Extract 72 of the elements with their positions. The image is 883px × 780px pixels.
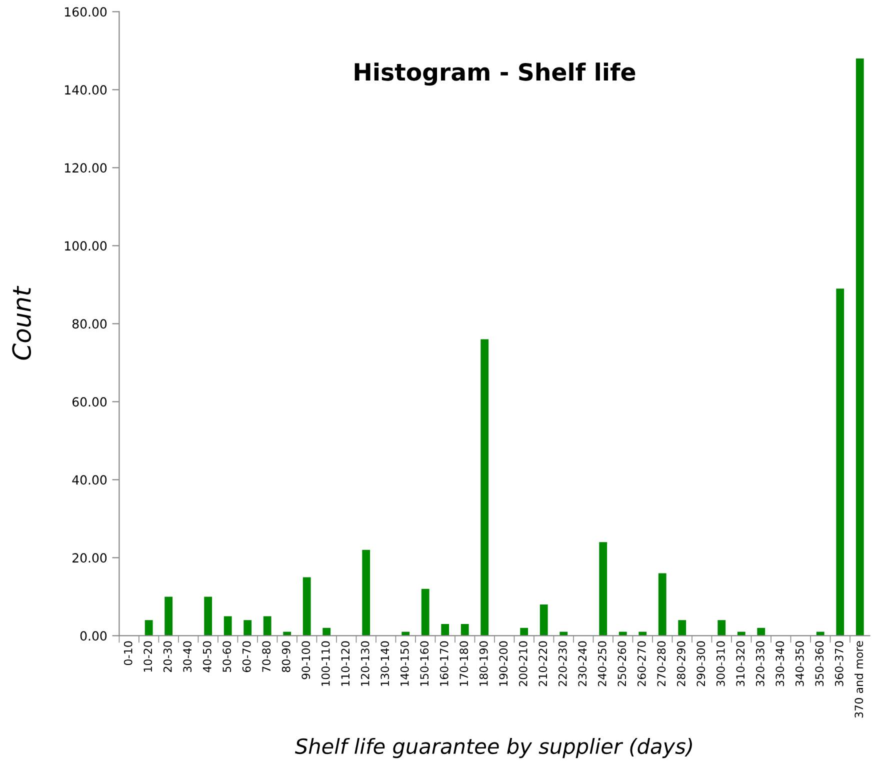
bar xyxy=(441,624,450,636)
bar xyxy=(658,573,666,636)
bar xyxy=(599,542,608,636)
x-tick-label: 310-320 xyxy=(736,641,745,686)
bar xyxy=(718,620,726,636)
y-tick-label: 100.00 xyxy=(65,241,107,251)
bar xyxy=(678,620,686,636)
x-tick-label: 300-310 xyxy=(716,641,725,686)
x-tick-label: 170-180 xyxy=(460,641,468,686)
x-tick-label: 240-250 xyxy=(598,641,606,686)
y-tick-label: 140.00 xyxy=(65,85,107,95)
x-tick-label: 190-200 xyxy=(499,641,508,686)
y-tick-label: 40.00 xyxy=(72,475,107,485)
x-tick-label: 370 and more xyxy=(854,641,864,718)
x-tick-label: 180-190 xyxy=(479,641,488,686)
x-tick-label: 100-110 xyxy=(321,641,330,686)
y-tick-label: 160.00 xyxy=(65,7,107,17)
x-tick-label: 330-340 xyxy=(776,641,784,686)
x-tick-label: 340-350 xyxy=(795,641,804,686)
bar xyxy=(520,628,528,636)
x-tick-label: 0-10 xyxy=(124,641,132,666)
bar xyxy=(263,616,272,636)
bar xyxy=(244,620,252,636)
y-axis-title: Count xyxy=(12,286,32,360)
bar xyxy=(224,616,232,636)
y-tick-label: 120.00 xyxy=(65,163,107,173)
x-tick-label: 10-20 xyxy=(144,641,152,672)
y-tick-label: 0.00 xyxy=(80,631,107,641)
x-tick-label: 70-80 xyxy=(262,641,271,672)
x-tick-label: 250-260 xyxy=(618,641,626,686)
bar xyxy=(836,288,844,636)
x-tick-label: 40-50 xyxy=(202,641,212,672)
x-tick-label: 90-100 xyxy=(302,641,310,680)
x-tick-label: 60-70 xyxy=(242,641,251,672)
x-tick-label: 150-160 xyxy=(420,641,429,686)
bar xyxy=(540,604,548,636)
x-tick-label: 110-120 xyxy=(341,641,350,686)
x-tick-label: 260-270 xyxy=(637,641,646,686)
x-tick-label: 320-330 xyxy=(756,641,764,686)
bar xyxy=(460,624,469,636)
y-tick-label: 20.00 xyxy=(72,553,107,563)
x-tick-label: 80-90 xyxy=(282,641,290,672)
x-tick-label: 50-60 xyxy=(222,641,232,672)
x-axis-title: Shelf life guarantee by supplier (days) xyxy=(295,738,692,758)
bar xyxy=(144,620,153,636)
bar xyxy=(480,339,489,636)
bar xyxy=(757,628,766,636)
x-tick-label: 290-300 xyxy=(696,641,706,686)
x-tick-label: 280-290 xyxy=(676,641,686,686)
bar xyxy=(362,550,370,636)
text: Histogram - Shelf life xyxy=(354,62,636,86)
y-tick-label: 80.00 xyxy=(72,319,107,329)
bar xyxy=(322,628,331,636)
x-tick-label: 130-140 xyxy=(380,641,390,686)
bar xyxy=(302,577,311,636)
x-tick-label: 220-230 xyxy=(558,641,567,686)
x-tick-label: 360-370 xyxy=(834,641,844,686)
x-tick-label: 210-220 xyxy=(538,641,548,686)
bar xyxy=(856,58,864,636)
x-tick-label: 160-170 xyxy=(440,641,448,686)
x-tick-label: 270-280 xyxy=(657,641,666,686)
x-tick-label: 140-150 xyxy=(400,641,409,686)
bar xyxy=(204,596,212,636)
x-tick-label: 200-210 xyxy=(518,641,528,686)
x-tick-label: 350-360 xyxy=(815,641,824,686)
y-tick-label: 60.00 xyxy=(72,397,107,407)
bar xyxy=(421,588,430,636)
x-tick-label: 30-40 xyxy=(183,641,192,672)
x-tick-label: 230-240 xyxy=(578,641,587,686)
bar xyxy=(164,596,173,636)
x-tick-label: 20-30 xyxy=(163,641,172,672)
x-tick-label: 120-130 xyxy=(360,641,370,686)
